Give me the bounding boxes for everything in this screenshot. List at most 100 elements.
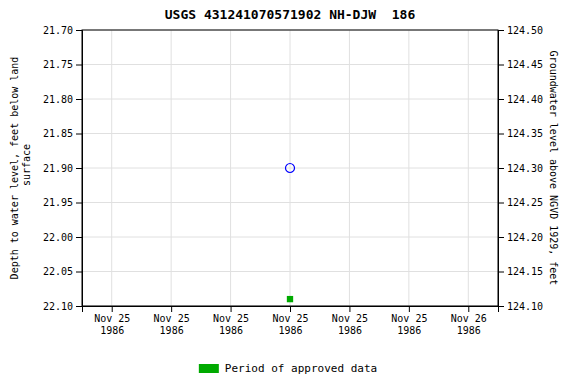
- y2-tick-mark: [498, 168, 504, 169]
- text-line: 1986: [100, 325, 124, 336]
- y2-tick-label: 124.25: [507, 197, 543, 208]
- y-tick-label: 21.85: [43, 128, 73, 139]
- series: [287, 296, 293, 302]
- y-tick: 22.00: [43, 232, 82, 243]
- y2-tick-label: 124.45: [507, 59, 543, 70]
- y2-tick-mark: [498, 306, 504, 307]
- y-tick: 21.90: [43, 163, 82, 174]
- y2-tick-mark: [498, 99, 504, 100]
- grid-line-x: [468, 30, 469, 306]
- x-tick-label: Nov 251986: [213, 313, 249, 336]
- y2-tick: 124.30: [498, 163, 543, 174]
- text-line: Nov 25: [154, 313, 190, 324]
- y-tick-mark: [76, 168, 82, 169]
- legend-swatch: [199, 364, 219, 373]
- x-tick-label: Nov 251986: [94, 313, 130, 336]
- y2-tick-mark: [498, 203, 504, 204]
- x-tick: Nov 251986: [332, 306, 368, 336]
- y2-tick-label: 124.40: [507, 94, 543, 105]
- y-tick-label: 21.75: [43, 59, 73, 70]
- y-tick-label: 21.70: [43, 25, 73, 36]
- y2-tick-mark: [498, 30, 504, 31]
- y-tick-mark: [76, 237, 82, 238]
- y2-tick-mark: [498, 65, 504, 66]
- grid-line-x: [230, 30, 231, 306]
- x-tick: Nov 251986: [272, 306, 308, 336]
- text-line: 1986: [278, 325, 302, 336]
- text-line: 1986: [457, 325, 481, 336]
- chart-title: USGS 431241070571902 NH-DJW 186: [165, 7, 416, 22]
- y2-tick: 124.15: [498, 266, 543, 277]
- y2-axis-line: [499, 31, 505, 307]
- y-axis-title: Depth to water level, feet below land su…: [9, 57, 32, 280]
- y2-tick-label: 124.30: [507, 163, 543, 174]
- circle-point: [285, 163, 294, 172]
- x-axis: Nov 251986Nov 251986Nov 251986Nov 251986…: [83, 306, 499, 336]
- y2-tick-label: 124.20: [507, 232, 543, 243]
- y-axis-line: [76, 31, 83, 307]
- x-tick-label: Nov 251986: [272, 313, 308, 336]
- text-line: Nov 26: [451, 313, 487, 324]
- x-tick: Nov 251986: [391, 306, 427, 336]
- text-line: 1986: [338, 325, 362, 336]
- y2-tick-label: 124.50: [507, 25, 543, 36]
- y-tick-label: 21.95: [43, 197, 73, 208]
- x-tick-mark: [468, 306, 469, 312]
- y-tick-label: 21.90: [43, 163, 73, 174]
- x-tick-mark: [171, 306, 172, 312]
- y2-tick: 124.40: [498, 94, 543, 105]
- grid-line-x: [111, 30, 112, 306]
- y-tick: 22.10: [43, 301, 82, 312]
- grid-line-x: [171, 30, 172, 306]
- text-line: Nov 25: [94, 313, 130, 324]
- y-tick-mark: [76, 30, 82, 31]
- x-tick-mark: [112, 306, 113, 312]
- y-tick: 21.75: [43, 59, 82, 70]
- x-tick: Nov 251986: [154, 306, 190, 336]
- plot-frame: [82, 30, 498, 306]
- x-tick-label: Nov 251986: [332, 313, 368, 336]
- square-point: [287, 296, 293, 302]
- text-line: 1986: [219, 325, 243, 336]
- y-tick-label: 22.10: [43, 301, 73, 312]
- y2-tick: 124.10: [498, 301, 543, 312]
- y2-tick-mark: [498, 134, 504, 135]
- legend-label: Period of approved data: [225, 362, 377, 375]
- grid-line-x: [349, 30, 350, 306]
- text-line: Depth to water level, feet below land: [9, 57, 20, 280]
- y-tick-mark: [76, 203, 82, 204]
- text-line: Nov 25: [391, 313, 427, 324]
- y2-tick: 124.25: [498, 197, 543, 208]
- y-tick: 21.80: [43, 94, 82, 105]
- legend-item: Period of approved data: [199, 362, 377, 375]
- y2-tick-mark: [498, 272, 504, 273]
- grid-line-x: [290, 30, 291, 306]
- y-tick: 21.85: [43, 128, 82, 139]
- y2-tick-mark: [498, 237, 504, 238]
- grid-line-x: [408, 30, 409, 306]
- y-tick-label: 21.80: [43, 94, 73, 105]
- y2-tick-label: 124.15: [507, 266, 543, 277]
- x-axis-line: [83, 307, 499, 313]
- series: [285, 163, 294, 172]
- y-tick: 22.05: [43, 266, 82, 277]
- x-tick: Nov 261986: [451, 306, 487, 336]
- x-tick-label: Nov 261986: [451, 313, 487, 336]
- text-line: Nov 25: [332, 313, 368, 324]
- x-tick: Nov 251986: [94, 306, 130, 336]
- y-tick-mark: [76, 65, 82, 66]
- chart-container: Nov 251986Nov 251986Nov 251986Nov 251986…: [0, 0, 576, 384]
- text-line: 1986: [397, 325, 421, 336]
- x-tick-mark: [409, 306, 410, 312]
- text-line: surface: [21, 144, 32, 192]
- y2-tick-label: 124.35: [507, 128, 543, 139]
- y-tick-mark: [76, 134, 82, 135]
- x-tick-mark: [231, 306, 232, 312]
- x-tick-mark: [290, 306, 291, 312]
- x-tick-label: Nov 251986: [154, 313, 190, 336]
- marks: [285, 163, 294, 302]
- chart-svg: Nov 251986Nov 251986Nov 251986Nov 251986…: [0, 0, 576, 384]
- y2-tick: 124.45: [498, 59, 543, 70]
- y2-axis-title: Groundwater level above NGVD 1929, feet: [548, 51, 559, 286]
- x-tick: Nov 251986: [213, 306, 249, 336]
